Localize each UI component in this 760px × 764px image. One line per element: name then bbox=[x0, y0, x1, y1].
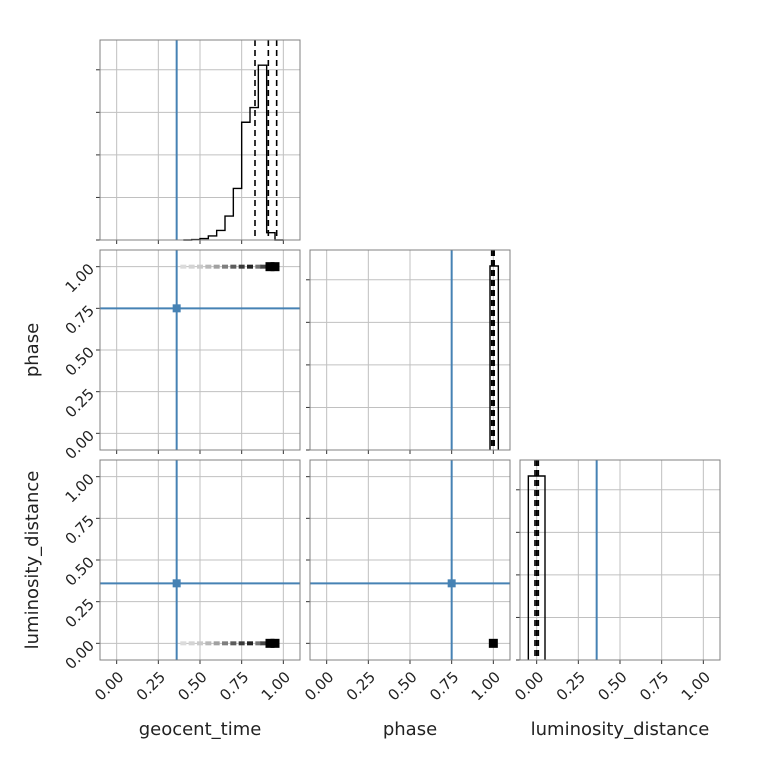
ylabel-luminosity_distance: luminosity_distance bbox=[22, 471, 43, 650]
left-luminosity_distance-ytick-label-4: 1.00 bbox=[62, 470, 98, 506]
bottom-phase-xtick-label-1: 0.25 bbox=[343, 668, 379, 704]
panel-phase-vs-geocent_time-point-10 bbox=[260, 264, 267, 269]
panel-phase-vs-geocent_time-point-2 bbox=[197, 264, 203, 269]
panel-luminosity_distance-vs-geocent_time-point-9 bbox=[255, 641, 262, 646]
left-phase-ytick-label-4: 1.00 bbox=[62, 260, 98, 296]
panel-phase-vs-geocent_time-frame bbox=[99, 249, 301, 451]
xlabel-phase: phase bbox=[383, 719, 437, 740]
panel-luminosity_distance-vs-geocent_time-point-7 bbox=[238, 641, 245, 646]
panel-phase-vs-geocent_time-point-6 bbox=[230, 264, 237, 269]
hist-phase-frame bbox=[309, 249, 511, 451]
panel-phase-vs-geocent_time-point-7 bbox=[238, 264, 245, 269]
left-luminosity_distance-ytick-label-0: 0.00 bbox=[62, 637, 98, 673]
bottom-phase-xtick-label-0: 0.00 bbox=[301, 668, 337, 704]
panel-phase-vs-geocent_time-point-1 bbox=[188, 264, 195, 269]
panel-luminosity_distance-vs-geocent_time-point-1 bbox=[188, 641, 195, 646]
panel-luminosity_distance-vs-phase-frame bbox=[309, 459, 511, 661]
panel-luminosity_distance-vs-phase-truth-marker bbox=[447, 579, 456, 588]
bottom-luminosity_distance-xtick-label-0: 0.00 bbox=[511, 668, 547, 704]
panel-luminosity_distance-vs-geocent_time-point-4 bbox=[213, 641, 220, 646]
panel-phase-vs-geocent_time-point-5 bbox=[222, 264, 228, 269]
left-luminosity_distance-ytick-label-1: 0.25 bbox=[62, 595, 98, 631]
panel-luminosity_distance-vs-geocent_time-point-11 bbox=[265, 638, 275, 648]
left-phase-ytick-label-3: 0.75 bbox=[62, 302, 98, 338]
hist-geocent_time-steps bbox=[183, 64, 284, 241]
left-luminosity_distance-ytick-label-2: 0.50 bbox=[62, 553, 98, 589]
bottom-geocent_time-xtick-label-0: 0.00 bbox=[91, 668, 127, 704]
left-phase-ytick-label-2: 0.50 bbox=[62, 343, 98, 379]
panel-luminosity_distance-vs-geocent_time-point-0 bbox=[180, 641, 187, 646]
panel-phase-vs-geocent_time-point-9 bbox=[255, 264, 262, 269]
panel-phase-vs-geocent_time-truth-marker bbox=[172, 304, 181, 313]
panel-luminosity_distance-vs-geocent_time-point-12 bbox=[270, 638, 280, 648]
panel-luminosity_distance-vs-geocent_time-frame bbox=[99, 459, 301, 661]
xlabel-geocent_time: geocent_time bbox=[139, 719, 262, 740]
panel-phase-vs-geocent_time-point-3 bbox=[205, 264, 212, 269]
bottom-phase-xtick-label-3: 0.75 bbox=[426, 668, 462, 704]
panel-phase-vs-geocent_time-point-0 bbox=[180, 264, 187, 269]
panel-luminosity_distance-vs-geocent_time-point-10 bbox=[260, 641, 267, 646]
bottom-luminosity_distance-xtick-label-3: 0.75 bbox=[636, 668, 672, 704]
panel-luminosity_distance-vs-geocent_time-point-6 bbox=[230, 641, 237, 646]
panel-luminosity_distance-vs-geocent_time-point-8 bbox=[247, 641, 253, 646]
bottom-geocent_time-xtick-label-3: 0.75 bbox=[216, 668, 252, 704]
left-luminosity_distance-ytick-label-3: 0.75 bbox=[62, 512, 98, 548]
bottom-luminosity_distance-xtick-label-4: 1.00 bbox=[678, 668, 714, 704]
bottom-geocent_time-xtick-label-2: 0.50 bbox=[174, 668, 210, 704]
panel-phase-vs-geocent_time-point-8 bbox=[247, 264, 253, 269]
left-phase-ytick-label-0: 0.00 bbox=[62, 427, 98, 463]
panel-phase-vs-geocent_time-point-4 bbox=[213, 264, 220, 269]
panel-luminosity_distance-vs-phase-point-0 bbox=[488, 638, 498, 648]
panel-phase-vs-geocent_time-point-11 bbox=[265, 262, 275, 272]
panel-luminosity_distance-vs-geocent_time-point-3 bbox=[205, 641, 212, 646]
bottom-phase-xtick-label-4: 1.00 bbox=[468, 668, 504, 704]
bottom-luminosity_distance-xtick-label-1: 0.25 bbox=[553, 668, 589, 704]
ylabel-phase: phase bbox=[22, 323, 43, 377]
panel-phase-vs-geocent_time-point-12 bbox=[270, 262, 280, 272]
xlabel-luminosity_distance: luminosity_distance bbox=[531, 719, 710, 740]
panel-luminosity_distance-vs-geocent_time-point-2 bbox=[197, 641, 203, 646]
bottom-geocent_time-xtick-label-4: 1.00 bbox=[258, 668, 294, 704]
left-phase-ytick-label-1: 0.25 bbox=[62, 385, 98, 421]
hist-geocent_time-frame bbox=[99, 39, 301, 241]
panel-luminosity_distance-vs-geocent_time-point-5 bbox=[222, 641, 228, 646]
bottom-geocent_time-xtick-label-1: 0.25 bbox=[133, 668, 169, 704]
hist-luminosity_distance-frame bbox=[519, 459, 721, 661]
bottom-luminosity_distance-xtick-label-2: 0.50 bbox=[594, 668, 630, 704]
panel-luminosity_distance-vs-geocent_time-truth-marker bbox=[172, 579, 181, 588]
bottom-phase-xtick-label-2: 0.50 bbox=[384, 668, 420, 704]
